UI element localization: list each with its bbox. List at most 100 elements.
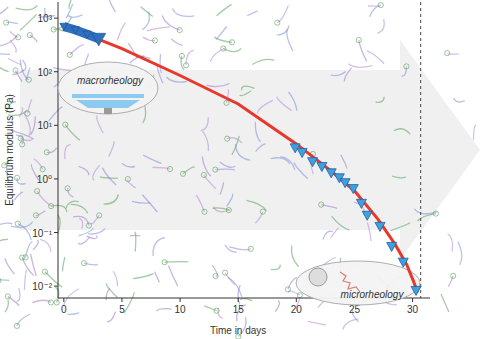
- crosslinker: [51, 27, 56, 32]
- crosslinker: [20, 142, 25, 147]
- macro-point: [83, 31, 91, 38]
- polymer-strand: [377, 19, 384, 33]
- probe-bead: [309, 268, 327, 286]
- polymer-strand: [447, 53, 459, 54]
- polymer-strand: [240, 299, 252, 301]
- polymer-strand: [0, 7, 8, 14]
- polymer-strand: [203, 131, 209, 151]
- polymer-strand: [229, 247, 251, 250]
- polymer-strand: [368, 5, 380, 6]
- x-tick-label: 20: [291, 304, 303, 315]
- polymer-strand: [183, 167, 194, 174]
- polymer-strand: [376, 97, 385, 103]
- polymer-strand: [207, 84, 230, 87]
- crosslinker: [152, 38, 157, 43]
- polymer-strand: [160, 54, 161, 73]
- polymer-strand: [458, 242, 462, 265]
- polymer-strand: [26, 68, 30, 81]
- y-tick: [54, 125, 58, 126]
- polymer-strand: [271, 265, 281, 270]
- polymer-strand: [227, 194, 233, 206]
- crosslinker: [223, 270, 228, 275]
- polymer-strand: [24, 113, 30, 136]
- polymer-strand: [331, 228, 339, 238]
- x-tick: [180, 298, 181, 302]
- polymer-strand: [104, 195, 119, 205]
- crosslinker: [48, 300, 53, 305]
- polymer-strand: [30, 116, 35, 134]
- polymer-strand: [202, 157, 211, 177]
- y-tick-label: 10²: [38, 67, 53, 78]
- polymer-strand: [236, 144, 251, 160]
- polymer-strand: [79, 228, 94, 236]
- polymer-strand: [20, 14, 36, 30]
- polymer-strand: [155, 272, 160, 283]
- crosslinker: [297, 293, 302, 298]
- macro-inset: [58, 62, 158, 114]
- crosslinker: [0, 278, 1, 283]
- crosslinker: [15, 175, 20, 180]
- polymer-strand: [147, 27, 170, 31]
- polymer-strand: [33, 240, 38, 250]
- polymer-strand: [128, 179, 136, 188]
- y-tick: [54, 286, 58, 287]
- x-tick-label: 25: [349, 304, 361, 315]
- polymer-strand: [69, 0, 76, 9]
- polymer-strand: [271, 158, 290, 164]
- crosslinker: [40, 167, 45, 172]
- crosslinker: [214, 308, 219, 313]
- crosslinker: [42, 269, 47, 274]
- crosslinker: [35, 189, 40, 194]
- polymer-strand: [65, 125, 80, 141]
- polymer-strand: [6, 22, 18, 24]
- polymer-strand: [124, 292, 134, 313]
- polymer-strand: [0, 223, 12, 228]
- crosslinker: [162, 260, 167, 265]
- polymer-strand: [18, 224, 31, 240]
- polymer-strand: [24, 270, 26, 290]
- polymer-strand: [117, 23, 125, 41]
- polymer-strand: [132, 201, 151, 203]
- crosslinker: [213, 274, 218, 279]
- polymer-strand: [68, 313, 80, 315]
- background-arrow: [20, 40, 480, 260]
- crosslinker: [213, 167, 218, 172]
- macro-point: [71, 27, 79, 34]
- polymer-strand: [141, 7, 153, 17]
- polymer-strand: [15, 192, 23, 200]
- polymer-strand: [130, 235, 141, 237]
- x-tick-label: 15: [233, 304, 245, 315]
- polymer-strand: [474, 125, 476, 140]
- polymer-strand: [91, 215, 99, 223]
- micro-point: [308, 158, 318, 167]
- chart: 05101520253010⁻²10⁻¹10⁰10¹10²10³Time in …: [0, 0, 488, 339]
- polymer-strand: [252, 59, 274, 64]
- crosslinker: [404, 64, 409, 69]
- polymer-strand: [122, 163, 135, 167]
- crosslinker: [82, 261, 87, 266]
- polymer-strand: [37, 191, 52, 206]
- polymer-strand: [71, 204, 88, 213]
- polymer-strand: [5, 300, 9, 313]
- polymer-strand: [247, 11, 258, 15]
- crosslinker: [275, 20, 280, 25]
- polymer-strand: [107, 312, 115, 322]
- crosslinker: [27, 33, 32, 38]
- micro-point: [297, 149, 307, 158]
- polymer-strand: [5, 258, 15, 274]
- x-tick-label: 0: [61, 304, 67, 315]
- polymer-strand: [30, 35, 37, 42]
- polymer-strand: [16, 70, 23, 81]
- micro-point: [326, 169, 336, 178]
- rheometer-plate: [72, 94, 144, 98]
- y-axis-label: Equilibrium modulus (Pa): [4, 94, 15, 206]
- x-tick: [296, 298, 297, 302]
- polymer-strand: [34, 159, 43, 170]
- polymer-strand: [106, 283, 117, 297]
- annotation: microrheology: [341, 289, 405, 300]
- polymer-strand: [238, 285, 240, 305]
- x-tick-label: 10: [175, 304, 187, 315]
- crosslinker: [177, 28, 182, 33]
- micro-point: [387, 242, 397, 251]
- crosslinker: [179, 53, 184, 58]
